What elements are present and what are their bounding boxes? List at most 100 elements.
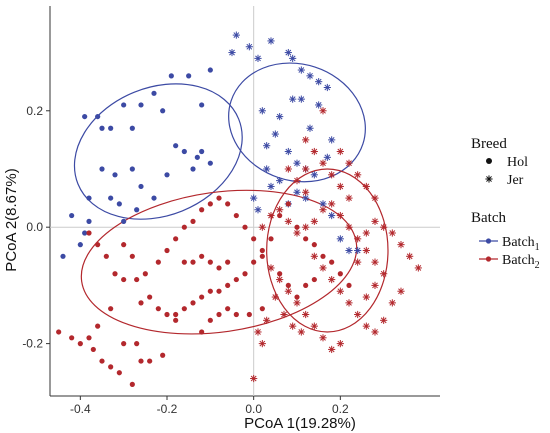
point-batch2-jer (302, 165, 310, 173)
point-batch2-jer (310, 217, 318, 225)
point-batch2-hol (311, 276, 317, 283)
point-batch2-hol (311, 242, 317, 248)
point-batch2-jer (267, 211, 275, 220)
point-batch1-hol (134, 207, 140, 213)
point-batch2-jer (336, 147, 344, 156)
point-batch2-jer (397, 241, 405, 249)
point-batch2-hol (216, 195, 222, 201)
point-batch2-jer (319, 264, 327, 272)
point-batch2-jer (371, 194, 379, 202)
point-batch1-jer (289, 95, 297, 103)
point-batch2-hol (285, 201, 291, 207)
point-batch1-hol (99, 125, 105, 131)
point-batch2-jer (345, 223, 353, 231)
legend-batch: Batch Batch1 Batch2 (471, 210, 540, 271)
point-batch1-hol (82, 230, 88, 236)
point-batch2-hol (116, 370, 122, 376)
ellipse-batch1-jer (228, 62, 366, 183)
point-batch2-hol (207, 288, 213, 294)
point-batch2-jer (371, 328, 379, 336)
point-batch2-hol (138, 300, 144, 306)
point-batch1-hol (99, 166, 105, 172)
point-batch1-jer (297, 95, 305, 103)
point-batch2-hol (103, 253, 109, 259)
point-batch2-hol (294, 294, 300, 300)
point-batch1-hol (190, 166, 196, 172)
point-batch1-jer (276, 177, 284, 185)
point-batch1-jer (267, 182, 275, 191)
point-batch2-jer (319, 206, 327, 214)
point-batch2-hol (173, 236, 179, 242)
point-batch1-jer (345, 246, 353, 255)
point-batch1-hol (121, 102, 127, 108)
legend-batch1-dot-icon (485, 238, 492, 244)
point-batch1-hol (129, 166, 135, 172)
point-batch1-hol (82, 113, 88, 120)
point-batch2-jer (289, 322, 297, 330)
point-batch2-hol (294, 224, 300, 230)
point-batch2-hol (277, 212, 283, 219)
ellipse-batch2-jer (266, 168, 389, 333)
plot-area (49, 6, 440, 397)
point-batch2-jer (354, 310, 362, 319)
point-batch2-hol (251, 236, 257, 242)
point-batch2-hol (207, 317, 213, 323)
point-batch2-hol (99, 358, 105, 364)
legend-breed: Breed Hol Jer (471, 136, 528, 188)
point-batch2-hol (129, 381, 135, 387)
point-batch1-jer (328, 211, 336, 220)
point-batch1-jer (315, 101, 323, 109)
point-batch2-hol (225, 306, 231, 312)
point-batch1-jer (306, 72, 314, 80)
point-batch2-hol (190, 300, 196, 306)
point-batch2-hol (242, 271, 248, 277)
point-batch1-hol (151, 90, 157, 96)
point-batch2-hol (181, 259, 187, 265)
point-batch2-hol (90, 346, 96, 353)
point-batch1-hol (108, 125, 114, 131)
point-batch2-hol (199, 294, 205, 300)
point-batch2-hol (138, 358, 144, 364)
point-batch2-jer (310, 147, 318, 156)
point-batch2-hol (190, 218, 196, 224)
point-batch2-hol (233, 212, 239, 219)
point-batch2-hol (190, 259, 196, 265)
point-batch1-hol (194, 154, 200, 160)
point-batch2-jer (293, 229, 301, 237)
y-axis-title: PCoA 2(8.67%) (3, 168, 20, 271)
point-batch2-hol (181, 306, 187, 312)
ellipse-batch2-hol (80, 189, 358, 335)
point-batch2-jer (345, 299, 353, 307)
point-batch1-jer (284, 48, 292, 57)
point-batch2-jer (371, 258, 379, 266)
y-axis-ticks: -0.2 0.0 0.2 (22, 104, 50, 351)
legend-batch1-key (479, 238, 498, 244)
point-batch1-jer (232, 31, 240, 39)
legend-batch2-dot-icon (485, 256, 492, 262)
point-batch2-hol (181, 224, 187, 230)
point-batch2-hol (86, 335, 92, 341)
point-batch2-hol (129, 253, 135, 259)
point-batch1-hol (151, 195, 157, 201)
legend-jer-star-mark (485, 175, 493, 183)
point-batch2-hol (199, 329, 205, 335)
point-batch1-hol (199, 102, 205, 108)
point-batch2-hol (246, 311, 252, 318)
point-batch2-jer (293, 177, 301, 185)
ellipse-batch1-hol (73, 83, 243, 220)
point-batch1-jer (297, 66, 305, 74)
point-batch1-hol (112, 172, 118, 178)
point-batch2-jer (267, 264, 275, 272)
point-batch2-hol (303, 236, 309, 242)
point-batch2-jer (380, 223, 388, 231)
point-batch2-jer (302, 223, 310, 231)
point-batch2-jer (254, 328, 262, 336)
point-batch2-jer (310, 322, 318, 330)
point-batch2-jer (280, 310, 288, 319)
point-batch1-hol (164, 172, 170, 178)
point-batch2-jer (302, 310, 310, 319)
point-batch2-hol (346, 282, 352, 289)
point-batch1-jer (258, 107, 266, 115)
